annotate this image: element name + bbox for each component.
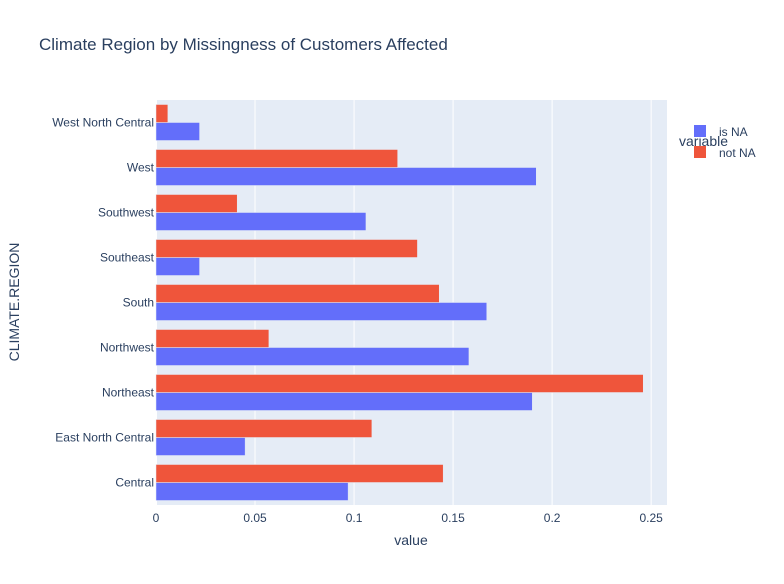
y-tick-label: Northeast [102, 386, 155, 400]
bar-is-na[interactable] [155, 257, 200, 276]
bar-is-na[interactable] [155, 482, 349, 501]
bar-not-na[interactable] [155, 329, 270, 348]
legend-swatch[interactable] [694, 146, 706, 158]
bar-not-na[interactable] [155, 284, 440, 303]
bar-not-na[interactable] [155, 104, 169, 123]
x-tick-label: 0.2 [544, 511, 561, 525]
bar-not-na[interactable] [155, 464, 444, 483]
y-tick-label: West [127, 161, 155, 175]
y-tick-labels: Central East North Central Northeast Northw… [52, 116, 154, 490]
y-tick-label: Southwest [98, 206, 155, 220]
y-tick-label: Southeast [100, 251, 155, 265]
y-tick-label: Northwest [100, 341, 155, 355]
y-tick-label: Central [115, 476, 154, 490]
bars[interactable] [155, 104, 644, 501]
y-tick-label: East North Central [55, 431, 154, 445]
bar-is-na[interactable] [155, 347, 470, 366]
x-tick-label: 0.15 [441, 511, 465, 525]
x-axis-title: value [394, 532, 428, 548]
bar-is-na[interactable] [155, 392, 533, 411]
bar-is-na[interactable] [155, 437, 246, 456]
bar-is-na[interactable] [155, 122, 200, 141]
y-tick-label: West North Central [52, 116, 154, 130]
bar-is-na[interactable] [155, 302, 488, 321]
x-tick-label: 0.05 [243, 511, 267, 525]
bar-is-na[interactable] [155, 167, 537, 186]
legend-title: variable [679, 133, 728, 149]
bar-not-na[interactable] [155, 194, 238, 213]
x-tick-labels: 0 0.05 0.1 0.15 0.2 0.25 [153, 511, 664, 525]
x-tick-label: 0 [153, 511, 160, 525]
chart-title: Climate Region by Missingness of Custome… [39, 35, 448, 54]
legend[interactable]: variable is NA not NA [679, 125, 756, 160]
y-tick-label: South [123, 296, 154, 310]
legend-swatch[interactable] [694, 125, 706, 137]
bar-not-na[interactable] [155, 149, 398, 168]
legend-label[interactable]: is NA [719, 125, 748, 139]
x-tick-label: 0.25 [639, 511, 663, 525]
bar-not-na[interactable] [155, 374, 644, 393]
y-axis-title: CLIMATE.REGION [6, 243, 22, 362]
bar-not-na[interactable] [155, 419, 373, 438]
x-tick-label: 0.1 [346, 511, 363, 525]
bar-not-na[interactable] [155, 239, 418, 258]
legend-label[interactable]: not NA [719, 146, 756, 160]
bar-is-na[interactable] [155, 212, 367, 231]
